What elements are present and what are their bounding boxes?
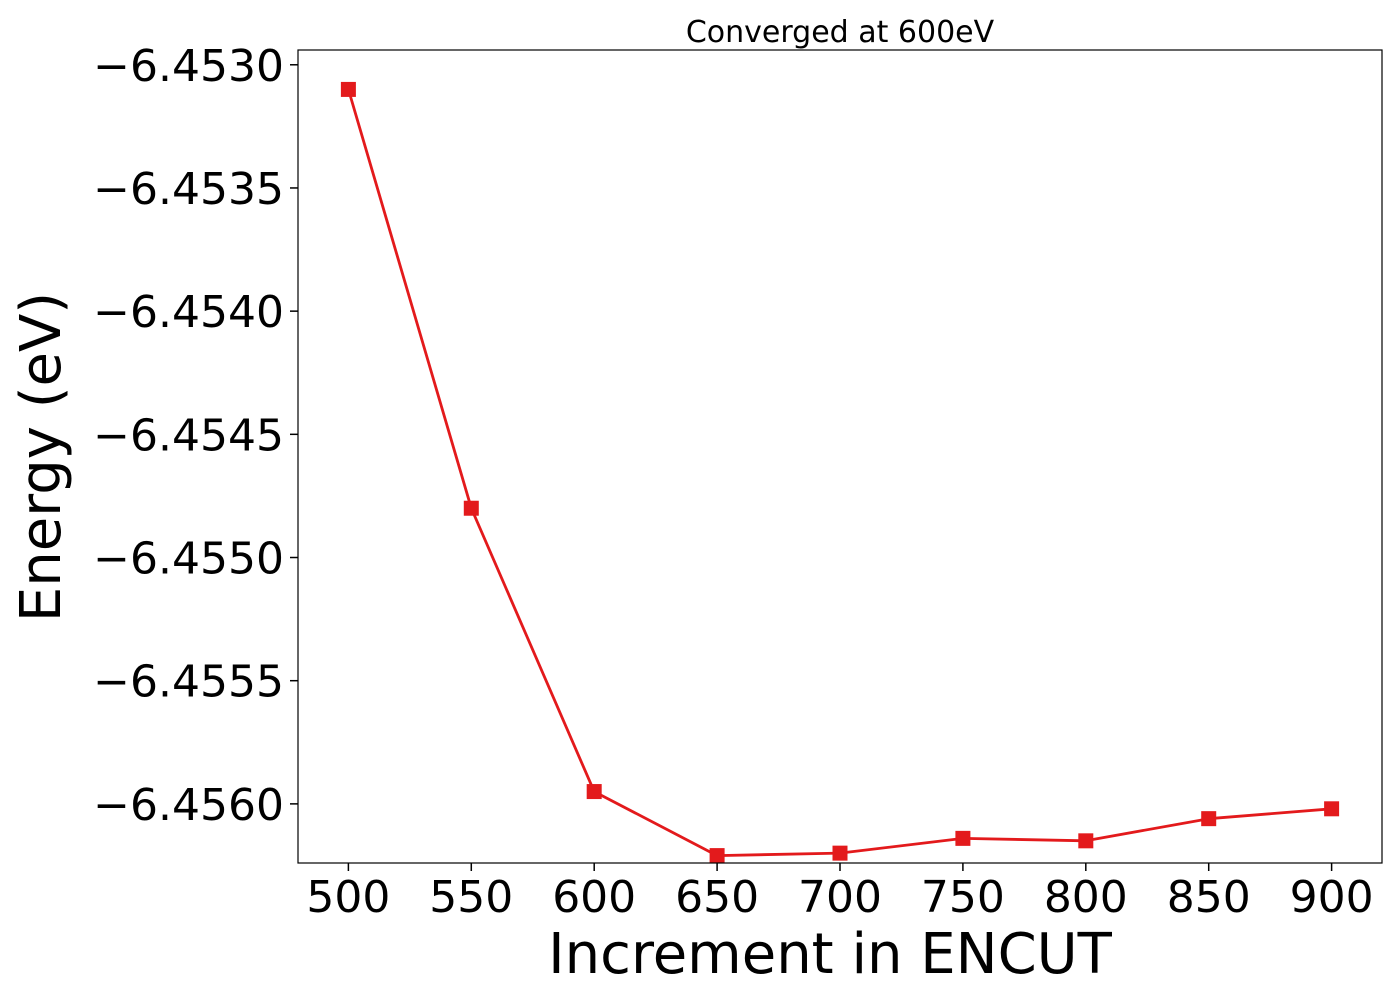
y-tick-label: −6.4540 bbox=[93, 287, 284, 338]
data-point bbox=[955, 830, 971, 846]
x-tick-label: 800 bbox=[1044, 872, 1128, 923]
data-point bbox=[709, 848, 725, 864]
data-point bbox=[1201, 811, 1217, 827]
plot-area bbox=[340, 81, 1340, 864]
x-tick-label: 550 bbox=[429, 872, 513, 923]
x-tick-label: 900 bbox=[1290, 872, 1374, 923]
x-axis-label: Increment in ENCUT bbox=[548, 922, 1113, 987]
data-point bbox=[832, 845, 848, 861]
data-point bbox=[463, 500, 479, 516]
x-axis: 500 550 600 650 700 750 800 850 900 bbox=[306, 863, 1374, 923]
x-tick-label: 600 bbox=[552, 872, 636, 923]
x-tick-label: 750 bbox=[921, 872, 1005, 923]
y-axis-label: Energy (eV) bbox=[9, 292, 74, 622]
axes-frame bbox=[297, 49, 1383, 864]
y-tick-label: −6.4545 bbox=[93, 410, 284, 461]
y-tick-label: −6.4555 bbox=[93, 657, 284, 708]
y-tick-label: −6.4560 bbox=[93, 780, 284, 831]
x-tick-label: 650 bbox=[675, 872, 759, 923]
y-tick-label: −6.4535 bbox=[93, 164, 284, 215]
data-point bbox=[1324, 801, 1340, 817]
y-tick-label: −6.4530 bbox=[93, 41, 284, 92]
series-line bbox=[347, 89, 1332, 857]
data-point bbox=[1078, 833, 1094, 849]
x-tick-label: 500 bbox=[306, 872, 390, 923]
data-point bbox=[340, 81, 356, 97]
y-axis: −6.4530 −6.4535 −6.4540 −6.4545 −6.4550 −6.45… bbox=[93, 41, 298, 831]
x-tick-label: 850 bbox=[1167, 872, 1251, 923]
data-point bbox=[586, 784, 602, 800]
y-tick-label: −6.4550 bbox=[93, 534, 284, 585]
x-tick-label: 700 bbox=[798, 872, 882, 923]
chart-title: Converged at 600eV bbox=[686, 15, 995, 50]
